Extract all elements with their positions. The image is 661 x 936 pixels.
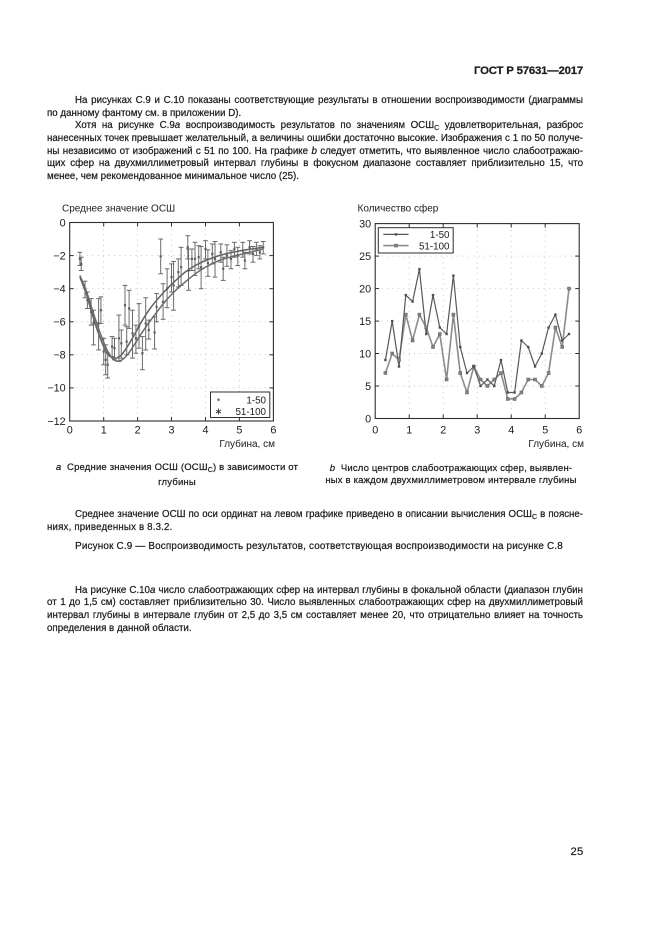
svg-text:1-50: 1-50 bbox=[430, 230, 450, 241]
svg-text:0: 0 bbox=[67, 425, 73, 437]
svg-text:6: 6 bbox=[270, 425, 276, 437]
svg-text:30: 30 bbox=[359, 218, 371, 230]
svg-text:Среднее значение ОСШ: Среднее значение ОСШ bbox=[62, 204, 175, 215]
svg-text:5: 5 bbox=[542, 425, 548, 437]
svg-text:Глубина, см: Глубина, см bbox=[528, 438, 584, 450]
svg-text:2: 2 bbox=[440, 425, 446, 437]
svg-text:20: 20 bbox=[359, 283, 371, 295]
svg-text:−10: −10 bbox=[47, 383, 65, 395]
svg-text:6: 6 bbox=[576, 425, 582, 437]
svg-text:1-50: 1-50 bbox=[246, 396, 266, 407]
svg-text:3: 3 bbox=[474, 425, 480, 437]
svg-text:−6: −6 bbox=[53, 317, 65, 329]
svg-text:−4: −4 bbox=[53, 284, 65, 296]
svg-text:4: 4 bbox=[508, 425, 514, 437]
svg-text:−2: −2 bbox=[53, 250, 65, 262]
svg-text:5: 5 bbox=[236, 425, 242, 437]
svg-text:25: 25 bbox=[359, 251, 371, 263]
svg-text:1: 1 bbox=[101, 425, 107, 437]
svg-text:51-100: 51-100 bbox=[419, 241, 450, 252]
svg-text:3: 3 bbox=[168, 425, 174, 437]
svg-text:−8: −8 bbox=[53, 350, 65, 362]
svg-text:1: 1 bbox=[406, 425, 412, 437]
svg-text:51-100: 51-100 bbox=[235, 407, 266, 418]
svg-text:−12: −12 bbox=[47, 416, 65, 428]
svg-text:∗: ∗ bbox=[215, 407, 223, 418]
svg-text:10: 10 bbox=[359, 348, 371, 360]
svg-text:0: 0 bbox=[372, 425, 378, 437]
svg-text:Глубина, см: Глубина, см bbox=[219, 438, 275, 450]
svg-text:2: 2 bbox=[135, 425, 141, 437]
svg-text:5: 5 bbox=[365, 381, 371, 393]
svg-text:0: 0 bbox=[365, 413, 371, 425]
svg-text:0: 0 bbox=[60, 217, 66, 229]
svg-text:Количество сфер: Количество сфер bbox=[358, 203, 439, 215]
svg-text:4: 4 bbox=[202, 425, 208, 437]
svg-text:15: 15 bbox=[359, 316, 371, 328]
